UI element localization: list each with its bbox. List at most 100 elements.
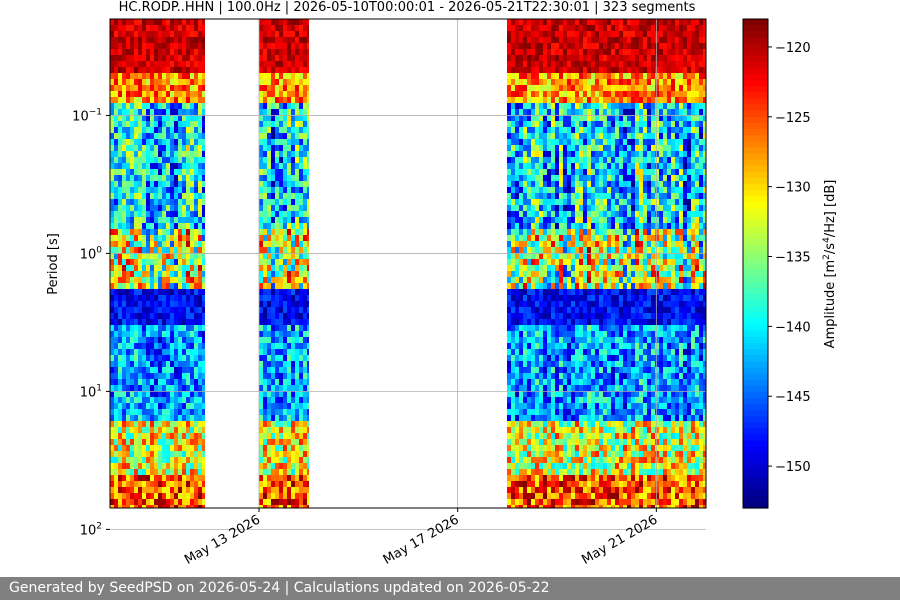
spectrogram-cell	[291, 193, 295, 199]
spectrogram-cell	[267, 307, 271, 313]
spectrogram-cell	[511, 37, 515, 43]
spectrogram-cell	[551, 373, 555, 379]
spectrogram-cell	[543, 199, 547, 205]
spectrogram-cell	[271, 175, 275, 181]
spectrogram-cell	[198, 235, 202, 241]
spectrogram-cell	[303, 157, 307, 163]
spectrogram-cell	[110, 355, 114, 361]
spectrogram-cell	[130, 487, 134, 493]
spectrogram-cell	[271, 217, 275, 223]
spectrogram-cell	[182, 169, 186, 175]
spectrogram-cell	[122, 469, 126, 475]
spectrogram-cell	[595, 481, 599, 487]
spectrogram-cell	[150, 451, 154, 457]
spectrogram-cell	[279, 361, 283, 367]
spectrogram-cell	[126, 187, 130, 193]
spectrogram-cell	[519, 151, 523, 157]
spectrogram-cell	[595, 373, 599, 379]
spectrogram-cell	[515, 385, 519, 391]
spectrogram-cell	[563, 121, 567, 127]
spectrogram-cell	[126, 235, 130, 241]
spectrogram-cell	[303, 325, 307, 331]
spectrogram-cell	[118, 487, 122, 493]
spectrogram-cell	[150, 19, 154, 25]
spectrogram-cell	[142, 103, 146, 109]
spectrogram-cell	[190, 283, 194, 289]
spectrogram-column	[511, 19, 515, 508]
spectrogram-cell	[523, 385, 527, 391]
spectrogram-cell	[519, 127, 523, 133]
spectrogram-cell	[567, 217, 571, 223]
spectrogram-cell	[170, 505, 174, 508]
spectrogram-cell	[267, 223, 271, 229]
spectrogram-cell	[307, 187, 309, 193]
spectrogram-cell	[166, 475, 170, 481]
spectrogram-column	[527, 19, 531, 508]
spectrogram-cell	[154, 31, 158, 37]
spectrogram-cell	[186, 319, 190, 325]
spectrogram-cell	[138, 487, 142, 493]
spectrogram-cell	[162, 271, 166, 277]
spectrogram-cell	[287, 25, 291, 31]
spectrogram-cell	[126, 55, 130, 61]
spectrogram-cell	[198, 37, 202, 43]
spectrogram-cell	[275, 427, 279, 433]
spectrogram-cell	[267, 361, 271, 367]
spectrogram-cell	[279, 457, 283, 463]
spectrogram-cell	[547, 259, 551, 265]
spectrogram-cell	[539, 217, 543, 223]
spectrogram-cell	[182, 79, 186, 85]
spectrogram-cell	[567, 343, 571, 349]
spectrogram-cell	[162, 319, 166, 325]
spectrogram-cell	[531, 43, 535, 49]
spectrogram-cell	[178, 241, 182, 247]
spectrogram-cell	[535, 181, 539, 187]
spectrogram-cell	[523, 265, 527, 271]
spectrogram-cell	[150, 481, 154, 487]
spectrogram-cell	[571, 163, 575, 169]
spectrogram-cell	[202, 445, 205, 451]
spectrogram-cell	[519, 181, 523, 187]
spectrogram-cell	[114, 259, 118, 265]
spectrogram-cell	[158, 475, 162, 481]
spectrogram-cell	[507, 499, 511, 505]
spectrogram-cell	[555, 463, 559, 469]
spectrogram-cell	[182, 37, 186, 43]
spectrogram-cell	[174, 283, 178, 289]
spectrogram-cell	[583, 289, 587, 295]
spectrogram-cell	[142, 283, 146, 289]
spectrogram-cell	[150, 25, 154, 31]
spectrogram-cell	[551, 325, 555, 331]
spectrogram-cell	[263, 199, 267, 205]
spectrogram-cell	[591, 397, 595, 403]
spectrogram-cell	[122, 457, 126, 463]
spectrogram-cell	[595, 445, 599, 451]
spectrogram-cell	[551, 451, 555, 457]
spectrogram-cell	[134, 349, 138, 355]
spectrogram-cell	[299, 169, 303, 175]
spectrogram-cell	[202, 283, 205, 289]
spectrogram-cell	[198, 271, 202, 277]
spectrogram-cell	[535, 79, 539, 85]
spectrogram-cell	[507, 277, 511, 283]
spectrogram-cell	[523, 271, 527, 277]
spectrogram-cell	[291, 43, 295, 49]
spectrogram-cell	[303, 85, 307, 91]
spectrogram-cell	[595, 31, 599, 37]
spectrogram-cell	[531, 97, 535, 103]
spectrogram-cell	[130, 349, 134, 355]
spectrogram-cell	[547, 295, 551, 301]
spectrogram-cell	[279, 109, 283, 115]
spectrogram-cell	[202, 427, 205, 433]
spectrogram-cell	[174, 169, 178, 175]
spectrogram-cell	[595, 295, 599, 301]
spectrogram-cell	[303, 349, 307, 355]
spectrogram-cell	[150, 277, 154, 283]
spectrogram-cell	[110, 439, 114, 445]
spectrogram-cell	[283, 37, 287, 43]
spectrogram-cell	[291, 91, 295, 97]
spectrogram-cell	[194, 295, 198, 301]
spectrogram-cell	[259, 37, 263, 43]
spectrogram-cell	[142, 37, 146, 43]
spectrogram-cell	[515, 43, 519, 49]
